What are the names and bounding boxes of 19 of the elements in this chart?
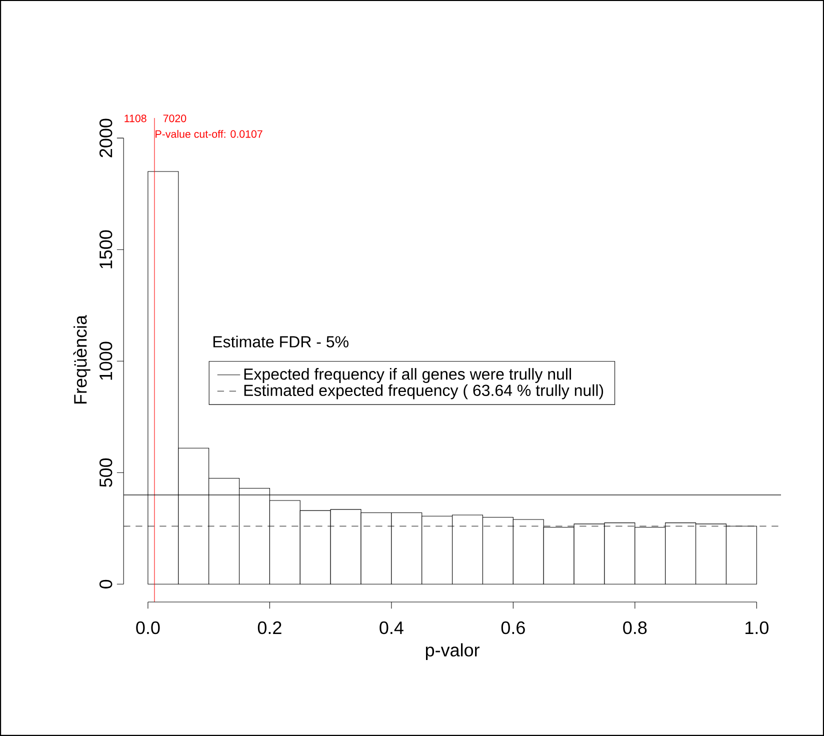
x-tick-label: 0.2 <box>258 621 282 634</box>
y-tick-label: 2000 <box>99 118 112 158</box>
legend-label: Estimated expected frequency ( 63.64 % trully null) <box>244 384 604 400</box>
x-tick-label: 0.4 <box>380 621 404 634</box>
x-tick-label: 0.0 <box>136 621 160 634</box>
annotation: 7020 <box>163 114 186 122</box>
y-tick-label: 0 <box>99 580 112 588</box>
x-axis-title: p-valor <box>426 643 480 660</box>
legend-label: Expected frequency if all genes were trully null <box>244 368 571 383</box>
y-tick-label: 500 <box>99 458 112 487</box>
x-tick-label: 0.8 <box>623 621 647 634</box>
y-axis-title: Freqüència <box>73 314 90 404</box>
x-tick-label: 1.0 <box>746 621 768 634</box>
y-tick-label: 1500 <box>99 230 112 268</box>
y-tick-label: 1000 <box>99 342 112 380</box>
x-tick-label: 0.6 <box>501 621 525 634</box>
legend-title: Estimate FDR - 5% <box>213 336 348 348</box>
ref-line-label: P-value cut-off: 0.0107 <box>156 130 262 138</box>
annotation: 1108 <box>124 114 146 122</box>
